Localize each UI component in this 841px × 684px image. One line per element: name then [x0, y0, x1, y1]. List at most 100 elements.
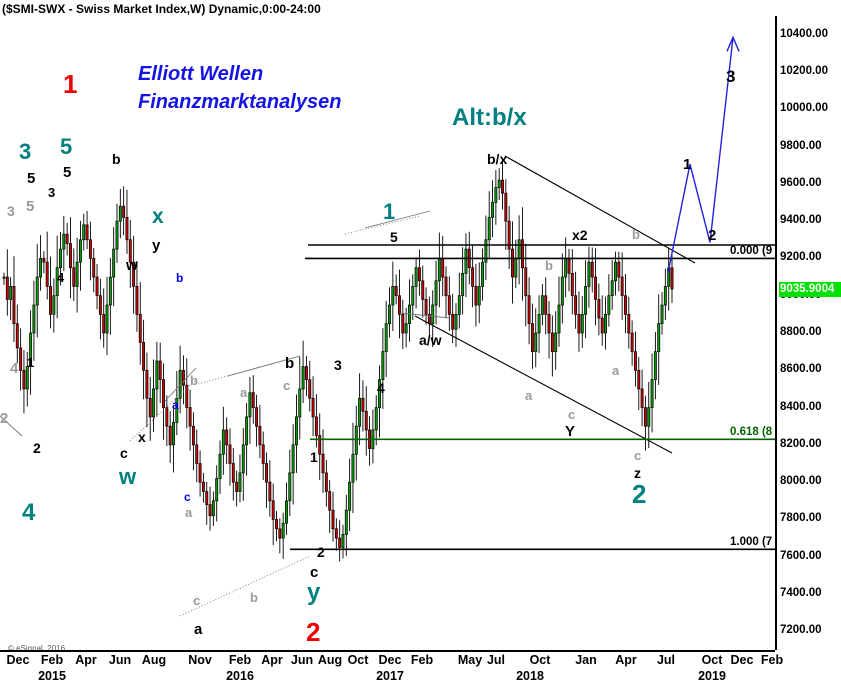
- date-tick: Feb: [40, 653, 64, 667]
- date-tick: Jul: [486, 653, 506, 667]
- price-tick: 8600.00: [780, 363, 822, 376]
- date-tick: Aug: [141, 653, 167, 667]
- date-tick: Jun: [108, 653, 132, 667]
- price-tick: 9200.00: [780, 251, 822, 264]
- price-tick: 8800.00: [780, 326, 822, 338]
- wave-label: 5: [27, 170, 36, 187]
- wave-label: 2: [306, 617, 321, 647]
- wave-label: Y: [565, 423, 576, 440]
- wave-label: 4: [10, 360, 19, 377]
- last-price-tag: 9035.9004: [779, 282, 841, 297]
- year-tick: 2017: [376, 669, 404, 683]
- date-tick: Dec: [378, 653, 402, 667]
- wave-label: x: [138, 429, 146, 445]
- date-tick: Apr: [615, 653, 637, 667]
- date-tick: Apr: [75, 653, 97, 667]
- wave-label: b: [250, 590, 258, 605]
- wave-label: b: [285, 355, 295, 372]
- wave-label: 1: [683, 156, 692, 173]
- price-series-svg: [0, 35, 775, 617]
- price-tick: 8400.00: [780, 400, 822, 413]
- price-tick: 8200.00: [780, 437, 822, 450]
- wave-label: 1: [27, 355, 35, 370]
- analyst-watermark: Elliott Wellen Finanzmarktanalysen: [138, 60, 341, 116]
- wave-label: b: [176, 271, 184, 285]
- wave-label: c: [193, 593, 201, 608]
- wave-label: c: [634, 448, 642, 463]
- forecast-arrow: [667, 35, 740, 274]
- wave-label: 3: [48, 185, 56, 200]
- wave-label: a: [240, 385, 248, 400]
- watermark-line-1: Elliott Wellen: [138, 63, 264, 85]
- date-tick: Dec: [6, 653, 30, 667]
- wave-label: 2: [317, 544, 325, 560]
- price-tick: 8000.00: [780, 475, 822, 488]
- date-tick: Jan: [575, 653, 597, 667]
- wave-label: b/x: [487, 151, 508, 167]
- fibonacci-label: 1.000 (7: [730, 536, 773, 549]
- price-tick: 10200.00: [780, 64, 828, 77]
- wave-label: w: [126, 257, 138, 274]
- date-tick: Jun: [290, 653, 314, 667]
- price-tick: 9600.00: [780, 176, 822, 189]
- wave-label: 3: [7, 203, 15, 219]
- date-tick: Oct: [529, 653, 551, 667]
- wave-label: 3: [19, 139, 32, 164]
- wave-label: w: [119, 464, 137, 489]
- wave-label: a: [172, 398, 179, 412]
- price-tick: 9800.00: [780, 139, 822, 152]
- candlestick-series: [2, 159, 674, 562]
- fibonacci-label: 0.618 (8: [730, 426, 773, 439]
- wave-label: y: [307, 579, 321, 606]
- date-tick: Feb: [760, 653, 784, 667]
- date-tick: Jul: [656, 653, 676, 667]
- wave-label: 5: [390, 229, 398, 245]
- wave-label: a: [194, 621, 203, 638]
- wave-label: y: [152, 237, 161, 254]
- fibonacci-levels: [290, 257, 775, 551]
- price-tick: 7200.00: [780, 624, 822, 637]
- price-axis[interactable]: 10400.00 10200.00 10000.00 9800.00 9600.00 94…: [775, 16, 841, 650]
- wave-label: a/w: [419, 332, 442, 348]
- wave-label: x: [152, 205, 164, 228]
- price-tick: 9400.00: [780, 214, 822, 227]
- wave-label: 1: [310, 449, 318, 465]
- wave-label: 1: [383, 199, 396, 224]
- date-tick: Aug: [317, 653, 343, 667]
- year-tick: 2016: [226, 669, 254, 683]
- watermark-line-2: Finanzmarktanalysen: [138, 91, 342, 113]
- wave-label: c: [120, 445, 128, 461]
- year-tick: 2018: [516, 669, 544, 683]
- year-tick: 2015: [38, 669, 66, 683]
- price-tick: 7400.00: [780, 587, 822, 600]
- price-tick: 10400.00: [780, 27, 828, 40]
- wave-label: z: [634, 465, 641, 481]
- wave-label: x2: [572, 227, 588, 243]
- wave-label: 4: [377, 380, 385, 396]
- date-axis[interactable]: Dec Feb Apr Jun Aug Nov Feb Apr Jun Aug Oct Dec Feb M…: [0, 650, 783, 684]
- wave-label: b: [632, 227, 640, 242]
- trendline-overlays: [0, 155, 775, 617]
- date-tick: Feb: [228, 653, 252, 667]
- date-tick: Dec: [730, 653, 754, 667]
- wave-label: 2: [0, 410, 9, 427]
- alternate-count-label: Alt:b/x: [452, 104, 527, 131]
- wave-label: c: [568, 407, 576, 422]
- wave-label: c: [184, 490, 191, 504]
- wave-label: a: [525, 388, 533, 403]
- wave-label: 4: [57, 270, 65, 285]
- wave-label: 1: [63, 69, 78, 99]
- wave-label: a: [612, 363, 620, 378]
- year-tick: 2019: [698, 669, 726, 683]
- wave-label: b: [190, 373, 198, 388]
- wave-label: a: [185, 505, 193, 520]
- wave-label: 4: [22, 499, 36, 526]
- date-tick: Apr: [261, 653, 283, 667]
- wave-label: 3: [334, 357, 342, 373]
- date-tick: Feb: [410, 653, 434, 667]
- date-tick: May: [457, 653, 483, 667]
- wave-label: 2: [33, 440, 41, 456]
- date-tick: Oct: [347, 653, 369, 667]
- date-tick: Nov: [188, 653, 212, 667]
